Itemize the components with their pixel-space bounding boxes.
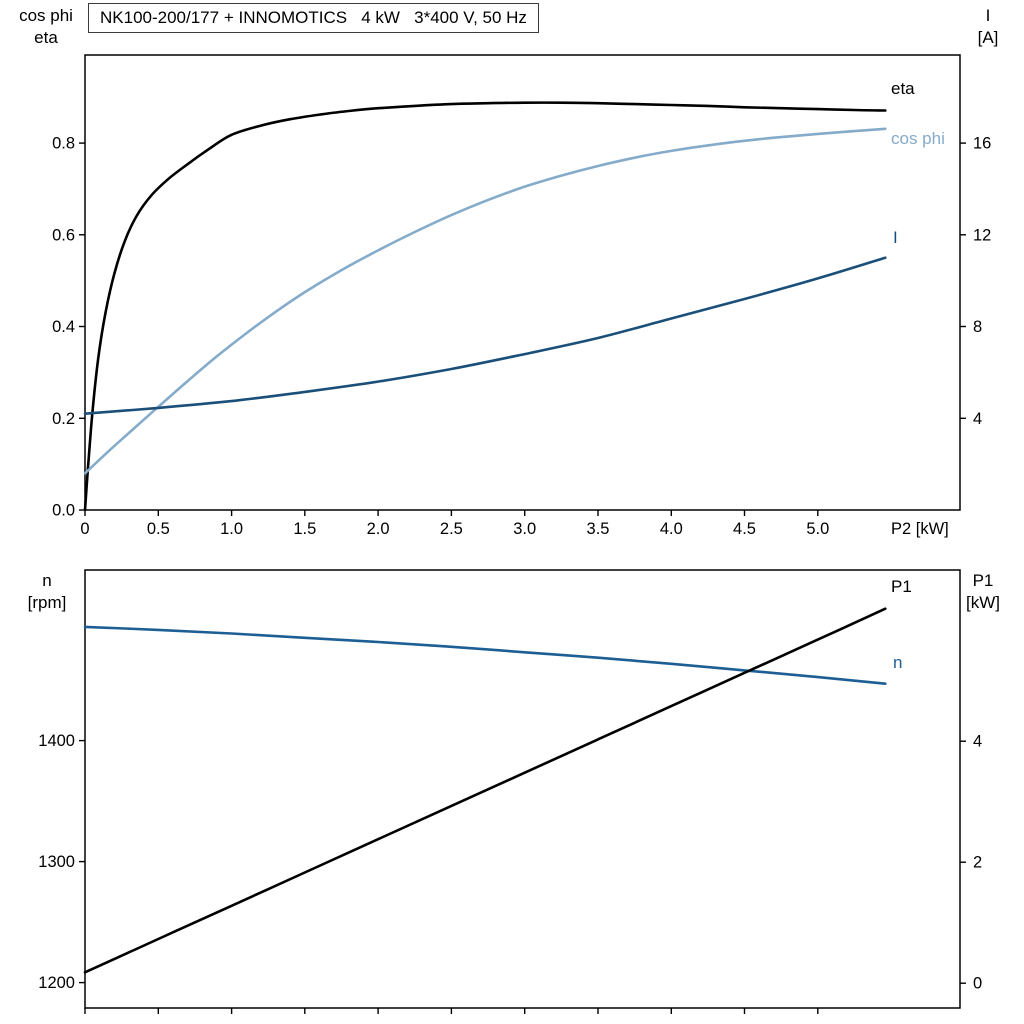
- axis-header-top-right: I [A]: [963, 5, 1013, 49]
- chart-title: NK100-200/177 + INNOMOTICS 4 kW 3*400 V,…: [88, 3, 539, 33]
- svg-text:1400: 1400: [38, 732, 75, 750]
- curve-label-p1: P1: [891, 577, 912, 596]
- svg-text:2.5: 2.5: [440, 520, 463, 538]
- svg-text:0.4: 0.4: [52, 318, 75, 336]
- svg-text:0: 0: [973, 975, 982, 993]
- axis-header-speed: n: [42, 571, 52, 590]
- axis-header-bottom-left: n [rpm]: [15, 570, 79, 614]
- axis-header-p1-unit: [kW]: [966, 592, 1000, 612]
- svg-text:4.5: 4.5: [733, 520, 756, 538]
- axis-header-eta: eta: [34, 27, 58, 47]
- axis-header-speed-unit: [rpm]: [27, 592, 67, 612]
- svg-text:4: 4: [973, 410, 982, 428]
- svg-text:3.0: 3.0: [513, 520, 536, 538]
- svg-text:2.0: 2.0: [367, 520, 390, 538]
- svg-text:16: 16: [973, 135, 991, 153]
- svg-text:5.0: 5.0: [806, 520, 829, 538]
- axis-header-current: I: [985, 6, 991, 25]
- axis-header-top-left: cos phi eta: [8, 5, 84, 49]
- svg-text:12: 12: [973, 226, 991, 244]
- axis-header-cosphi: cos phi: [19, 6, 73, 25]
- svg-text:P2 [kW]: P2 [kW]: [891, 520, 949, 538]
- svg-text:0: 0: [80, 520, 89, 538]
- svg-text:4.0: 4.0: [660, 520, 683, 538]
- svg-text:0.0: 0.0: [52, 502, 75, 520]
- svg-text:0.5: 0.5: [147, 520, 170, 538]
- axis-header-bottom-right: P1 [kW]: [956, 570, 1010, 614]
- axis-header-p1: P1: [972, 571, 994, 590]
- svg-text:0.2: 0.2: [52, 410, 75, 428]
- svg-text:4: 4: [973, 733, 982, 751]
- svg-text:2: 2: [973, 854, 982, 872]
- curve-label-speed: n: [893, 653, 903, 672]
- axis-header-current-unit: [A]: [977, 27, 999, 47]
- svg-text:0.8: 0.8: [52, 135, 75, 153]
- curve-label-cosphi: cos phi: [891, 129, 945, 148]
- svg-text:3.5: 3.5: [587, 520, 610, 538]
- svg-text:1.5: 1.5: [293, 520, 316, 538]
- svg-text:8: 8: [973, 318, 982, 336]
- svg-text:1300: 1300: [38, 853, 75, 871]
- svg-text:0.6: 0.6: [52, 226, 75, 244]
- curve-label-current: I: [893, 228, 898, 247]
- curve-label-eta: eta: [891, 79, 915, 98]
- svg-text:1.0: 1.0: [220, 520, 243, 538]
- svg-text:1200: 1200: [38, 974, 75, 992]
